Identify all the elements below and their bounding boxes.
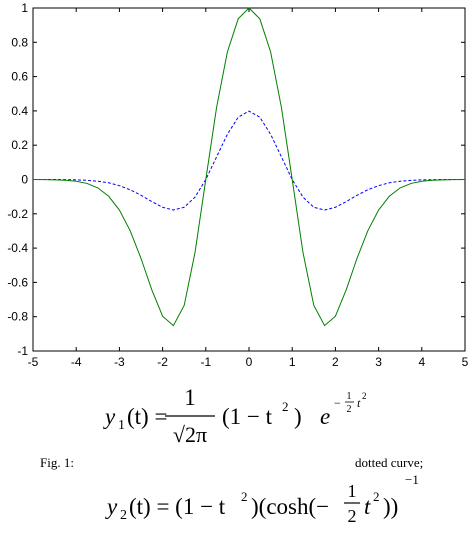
y-tick-label: -0.2 (7, 207, 28, 221)
formula-1: y 1 (t) = 1 √2π (1 − t 2 ) e − 1 2 t 2 (103, 385, 367, 447)
formula-text: −1 (405, 472, 419, 487)
y-tick-label: 0.4 (11, 104, 28, 118)
x-tick-label: -2 (157, 355, 168, 369)
y-tick-label: -1 (17, 344, 28, 358)
formula-text: − (334, 396, 341, 410)
formula-text: 2 (120, 508, 127, 523)
y-tick-label: -0.6 (7, 275, 28, 289)
x-tick-label: 4 (418, 355, 425, 369)
line (33, 110, 465, 211)
x-tick-label: 5 (462, 355, 469, 369)
formula-text: t (364, 494, 371, 519)
line (32, 7, 466, 327)
formula-text: t (357, 396, 361, 410)
formula-text: (t) = (127, 404, 167, 429)
formula-text: 2 (348, 506, 357, 526)
formula-text: 2 (282, 399, 289, 414)
formula-text: 2 (373, 489, 380, 504)
x-tick-label: -1 (200, 355, 211, 369)
y-tick-label: 0.6 (11, 70, 28, 84)
formula-text: 1 (184, 385, 196, 410)
formula-text: y (103, 404, 116, 429)
formula-text: √2π (173, 422, 207, 447)
formula-text: 2 (362, 391, 367, 401)
y-tick-label: 1 (21, 1, 28, 15)
formula-text: y (105, 494, 118, 519)
formula-text: 2 (347, 404, 352, 415)
formula-text: (1 − t (222, 404, 273, 429)
x-tick-label: -3 (114, 355, 125, 369)
formula-text: 1 (348, 481, 357, 501)
formula-text: )) (383, 494, 398, 519)
x-tick-label: -4 (71, 355, 82, 369)
caption-note: dotted curve; (355, 455, 423, 470)
formula-text: ) (294, 404, 302, 429)
y-tick-label: 0.8 (11, 35, 28, 49)
x-tick-label: -5 (28, 355, 39, 369)
x-tick-label: 1 (289, 355, 296, 369)
x-tick-label: 2 (332, 355, 339, 369)
y-tick-label: 0.2 (11, 138, 28, 152)
figure-label: Fig. 1: (40, 455, 74, 470)
y-tick-label: 0 (21, 173, 28, 187)
x-tick-label: 0 (246, 355, 253, 369)
formula-2: y 2 (t) = (1 − t 2 )(cosh(− 1 2 t 2 )) −… (105, 472, 419, 526)
axes-box (32, 7, 466, 352)
formula-text: )(cosh(− (251, 494, 329, 519)
formula-text: (t) = (1 − t (129, 494, 226, 519)
plot: -1 -0.8 -0.6 -0.4 -0.2 0 0.2 0.4 0.6 0.8 1 -5 -4 -3 -2… (7, 1, 468, 369)
formula-text: 1 (347, 391, 352, 402)
formula-text: 2 (241, 489, 248, 504)
y-tick-label: -0.4 (7, 241, 28, 255)
x-tick-label: 3 (375, 355, 382, 369)
formula-text: e (320, 404, 330, 429)
formula-text: 1 (118, 418, 125, 433)
y-tick-label: -0.8 (7, 310, 28, 324)
